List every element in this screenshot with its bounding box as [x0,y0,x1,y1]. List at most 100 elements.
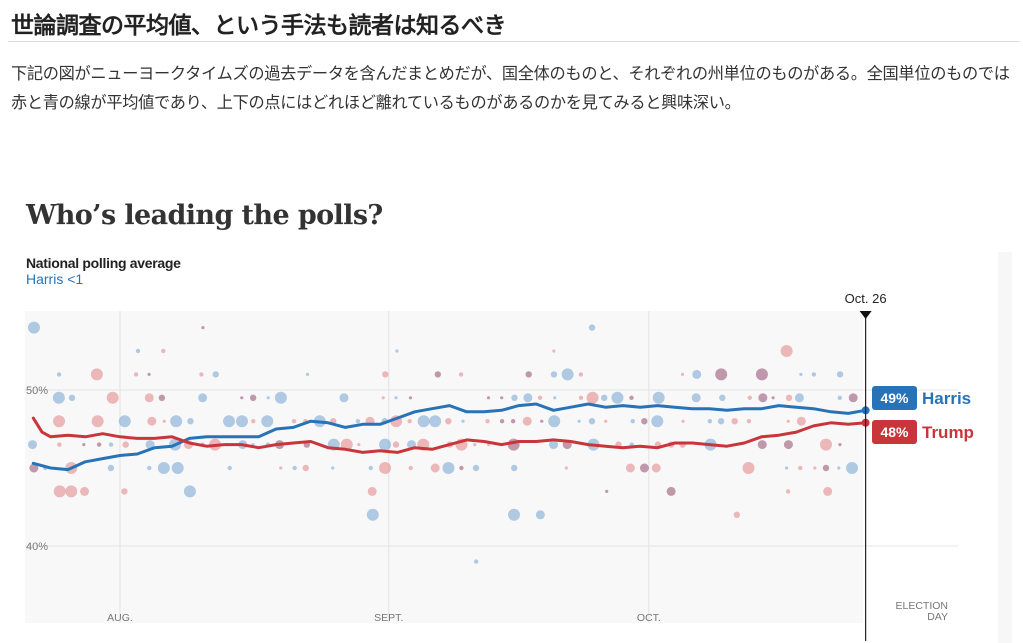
poll-dot [52,391,65,404]
poll-dot [652,391,665,404]
poll-dot [366,508,379,521]
poll-dot [223,415,236,428]
poll-dot [305,372,310,376]
poll-dot [485,419,490,424]
page-side-strip [998,252,1012,643]
poll-dot [846,462,859,474]
poll-dot [578,395,584,400]
poll-dot [434,371,442,378]
poll-dot [201,326,205,330]
poll-dot [379,462,392,474]
poll-dot [53,415,66,428]
poll-dot [461,419,465,423]
poll-dot [601,394,608,401]
poll-dot [823,486,833,496]
poll-dot [430,463,440,473]
poll-dot [147,416,157,426]
poll-dot [508,508,521,521]
current-date-label: Oct. 26 [845,291,887,306]
end-label-badge-harris [872,386,917,410]
poll-dot [837,466,841,470]
poll-dot [822,464,830,472]
poll-dot [785,394,793,401]
poll-dot [382,371,389,378]
poll-dot [837,395,842,400]
poll-dot [368,465,373,471]
x-tick-label: AUG. [107,612,133,624]
poll-dot [27,321,40,334]
poll-dot [604,419,608,423]
poll-dot [82,443,86,447]
poll-dot [445,418,452,425]
chart-subtitle: National polling average [26,255,181,271]
poll-dot [525,371,532,378]
poll-dot [588,418,596,425]
poll-dot [65,485,78,498]
poll-dot [392,441,400,448]
poll-dot [407,419,412,424]
poll-dot [758,393,768,403]
article-title: 世論調査の平均値、という手法も読者は知るべき [11,13,507,39]
poll-dot [29,463,39,473]
poll-dot [535,510,545,520]
poll-dot [355,419,361,424]
poll-dot [510,419,516,424]
poll-dot [564,466,568,470]
poll-dot [107,464,115,472]
poll-dot [442,462,455,474]
poll-dot [540,419,544,423]
series-line-harris [31,402,868,472]
poll-dot [381,396,385,400]
poll-dot [588,324,596,331]
poll-dot [408,396,413,400]
poll-dot [746,419,752,424]
poll-dot [145,440,155,450]
poll-dot [473,559,479,564]
poll-dot [147,372,151,376]
poll-dot [813,466,817,470]
poll-dot [251,419,256,424]
poll-dot [395,349,399,353]
poll-dot [96,442,102,447]
poll-dot [56,372,62,377]
poll-dot [836,371,844,378]
end-label-percent-trump: 48% [880,424,909,440]
poll-dot [147,465,152,471]
end-label-name-harris: Harris [922,389,971,408]
poll-dot [783,440,793,450]
poll-dot [394,396,398,400]
current-date-marker: Oct. 26 [845,291,887,641]
poll-dot [578,372,584,377]
series-lines [31,402,870,472]
poll-dot [291,419,297,424]
poll-dot [212,371,219,378]
poll-dot [133,372,139,377]
poll-dot [641,418,648,425]
poll-dot [302,464,309,472]
poll-dot [796,416,806,426]
poll-dot [340,438,353,451]
series-line-trump [31,416,868,454]
poll-dot [717,418,725,425]
poll-dot [819,438,832,451]
poll-dot [666,486,676,496]
poll-dot [171,462,184,474]
poll-dot [486,396,491,400]
poll-dot [577,419,581,423]
poll-dot [522,416,532,426]
poll-dot [28,440,38,450]
poll-dot [523,393,533,403]
poll-dot [771,396,775,400]
poll-dot [187,418,194,425]
poll-dot [733,511,741,518]
poll-dot [199,372,204,377]
poll-dot [785,489,791,494]
poll-dot [144,393,154,403]
poll-dot [794,393,804,403]
poll-dot [625,463,635,473]
x-tick-label: OCT. [637,612,661,624]
poll-dot [848,393,858,403]
poll-dot [586,391,599,404]
poll-dot [158,394,166,401]
series-end-labels: 49% Harris 48% Trump [872,386,974,444]
